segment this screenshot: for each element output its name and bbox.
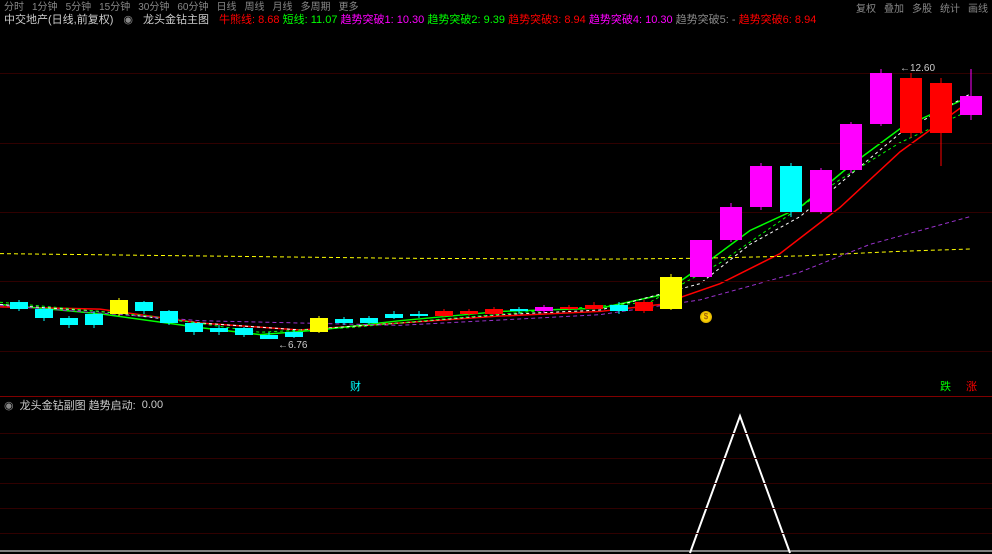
indicator-item: 趋势突破2: 9.39 <box>427 14 505 26</box>
indicator-item: 趋势突破5: - <box>676 14 736 26</box>
main-candlestick-chart[interactable]: ←12.60←6.76$财跌涨 <box>0 27 992 397</box>
indicator-item: 趋势突破6: 8.94 <box>739 14 817 26</box>
grid-line <box>0 458 992 459</box>
timeframe-tabs: 分时1分钟5分钟15分钟30分钟60分钟日线周线月线多周期更多 <box>0 0 992 11</box>
indicator-bar: 中交地产(日线,前复权) ◉ 龙头金钻主图 牛熊线: 8.68 短线: 11.0… <box>0 11 992 27</box>
right-tabs: 复权叠加多股统计画线 <box>856 0 988 15</box>
sub-label: 龙头金钻副图 趋势启动: <box>20 397 136 413</box>
tab-统计[interactable]: 统计 <box>940 0 960 15</box>
badge-涨: 涨 <box>964 378 979 394</box>
tab-复权[interactable]: 复权 <box>856 0 876 15</box>
indicator-item: 趋势突破3: 8.94 <box>508 14 586 26</box>
grid-line <box>0 73 992 74</box>
badge-跌: 跌 <box>938 378 953 394</box>
green-line <box>0 96 970 334</box>
grid-line <box>0 212 992 213</box>
red-line <box>0 101 970 330</box>
grid-line <box>0 281 992 282</box>
grid-line <box>0 433 992 434</box>
indicator-values: 牛熊线: 8.68 短线: 11.07 趋势突破1: 10.30 趋势突破2: … <box>219 11 816 27</box>
sub-indicator-chart[interactable] <box>0 413 992 554</box>
tab-叠加[interactable]: 叠加 <box>884 0 904 15</box>
chart-title: 中交地产(日线,前复权) <box>4 11 113 27</box>
yellow-dash <box>0 249 970 259</box>
sub-value: 0.00 <box>142 399 163 411</box>
price-label: ←6.76 <box>278 340 307 351</box>
tab-画线[interactable]: 画线 <box>968 0 988 15</box>
grid-line <box>0 533 992 534</box>
indicator-item: 趋势突破1: 10.30 <box>341 14 425 26</box>
indicator-item: 趋势突破4: 10.30 <box>589 14 673 26</box>
indicator-item: 牛熊线: 8.68 <box>219 14 280 26</box>
grid-line <box>0 351 992 352</box>
tab-多股[interactable]: 多股 <box>912 0 932 15</box>
grid-line <box>0 483 992 484</box>
price-label: ←12.60 <box>900 63 935 74</box>
sub-indicator-bar: ◉ 龙头金钻副图 趋势启动: 0.00 <box>0 397 992 413</box>
grid-line <box>0 508 992 509</box>
indicator-item: 短线: 11.07 <box>283 14 338 26</box>
badge-财: 财 <box>348 378 363 394</box>
chart-subtitle: 龙头金钻主图 <box>143 11 209 27</box>
